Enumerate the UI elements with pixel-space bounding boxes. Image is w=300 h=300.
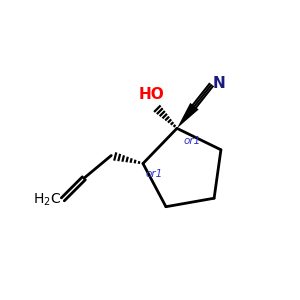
Text: H$_2$C: H$_2$C <box>33 191 61 208</box>
Polygon shape <box>177 103 199 128</box>
Text: HO: HO <box>139 87 165 102</box>
Text: N: N <box>212 76 225 91</box>
Text: or1: or1 <box>146 169 163 179</box>
Text: or1: or1 <box>184 136 201 146</box>
